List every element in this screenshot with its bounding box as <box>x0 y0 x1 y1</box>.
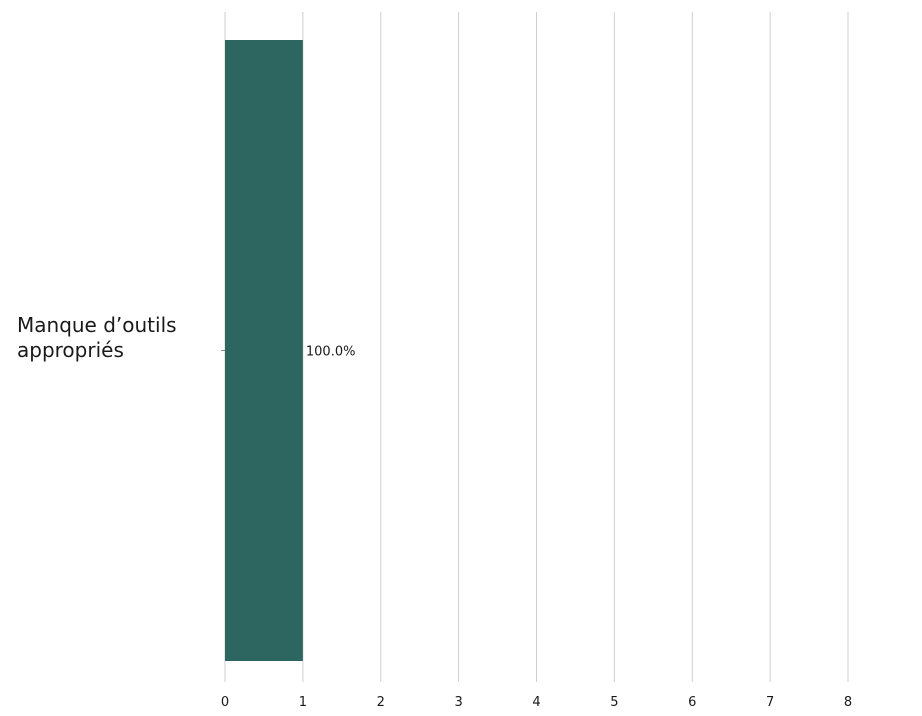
x-tick-label-6: 6 <box>688 695 696 710</box>
x-axis-ticks: 0 1 2 3 4 5 6 7 8 <box>221 695 852 710</box>
x-tick-label-2: 2 <box>377 695 385 710</box>
x-tick-label-3: 3 <box>454 695 462 710</box>
x-tick-label-5: 5 <box>610 695 618 710</box>
x-tick-label-1: 1 <box>299 695 307 710</box>
x-tick-label-8: 8 <box>844 695 852 710</box>
data-label-0: 100.0% <box>306 345 356 360</box>
bars <box>225 40 303 661</box>
data-labels: 100.0% <box>306 345 356 360</box>
bar-0[interactable] <box>225 40 303 661</box>
category-labels: Manque d’outils appropriés <box>17 313 225 362</box>
x-tick-label-4: 4 <box>532 695 540 710</box>
x-tick-label-0: 0 <box>221 695 229 710</box>
category-label-0: Manque d’outils appropriés <box>17 313 177 362</box>
x-tick-label-7: 7 <box>766 695 774 710</box>
